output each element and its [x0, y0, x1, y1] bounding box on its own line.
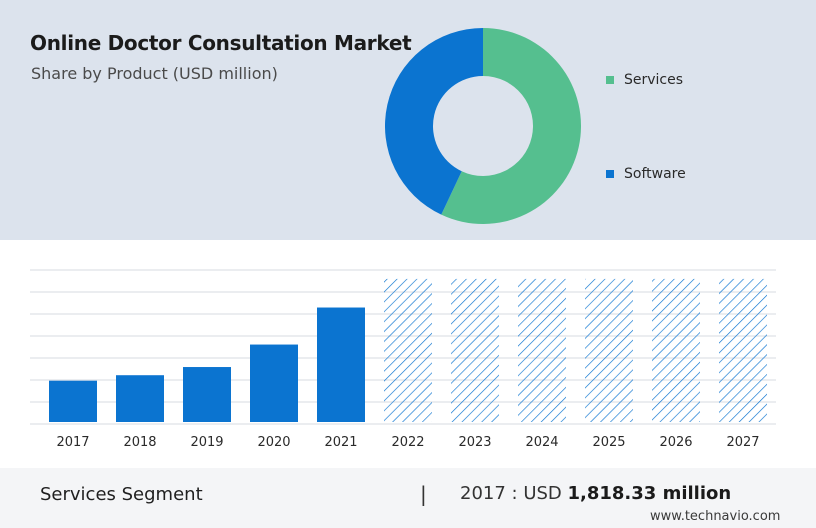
chart-subtitle: Share by Product (USD million): [31, 64, 278, 83]
x-tick-label-2024: 2024: [525, 435, 558, 450]
legend-item-services: Services: [606, 72, 683, 88]
legend-label-software: Software: [624, 166, 686, 182]
bar-2020: [250, 344, 298, 422]
donut-slice-services: [441, 28, 581, 224]
bar-2024: [518, 278, 566, 422]
donut-chart: [385, 28, 581, 224]
stat-value: 1,818.33 million: [567, 483, 732, 504]
x-tick-label-2027: 2027: [726, 435, 759, 450]
x-tick-label-2019: 2019: [190, 435, 223, 450]
x-tick-label-2020: 2020: [257, 435, 290, 450]
legend-swatch-software: [606, 170, 614, 178]
bar-2026: [652, 278, 700, 422]
footer-stat: 2017 : USD 1,818.33 million: [460, 483, 731, 504]
legend-swatch-services: [606, 76, 614, 84]
footer-divider: |: [420, 482, 427, 506]
x-tick-label-2017: 2017: [56, 435, 89, 450]
bar-2023: [451, 278, 499, 422]
x-tick-label-2023: 2023: [458, 435, 491, 450]
donut-slice-software: [385, 28, 483, 215]
bar-2025: [585, 278, 633, 422]
legend-item-software: Software: [606, 166, 686, 182]
bar-2022: [384, 278, 432, 422]
x-tick-label-2018: 2018: [123, 435, 156, 450]
bar-2017: [49, 380, 97, 422]
x-tick-label-2021: 2021: [324, 435, 357, 450]
bar-2018: [116, 375, 164, 422]
footer: [0, 468, 816, 528]
chart-title: Online Doctor Consultation Market: [30, 31, 412, 55]
x-tick-label-2022: 2022: [391, 435, 424, 450]
x-tick-label-2026: 2026: [659, 435, 692, 450]
segment-label: Services Segment: [40, 484, 203, 505]
x-tick-label-2025: 2025: [592, 435, 625, 450]
legend-label-services: Services: [624, 72, 684, 88]
stat-prefix: 2017 : USD: [460, 483, 568, 504]
source-credit: www.technavio.com: [650, 509, 781, 524]
bar-2019: [183, 367, 231, 422]
bar-chart: 2017 2018 2019 2020 2021 2022 2023 2024 2025 2026…: [30, 269, 776, 450]
bar-2021: [317, 307, 365, 422]
bar-2027: [719, 278, 767, 422]
